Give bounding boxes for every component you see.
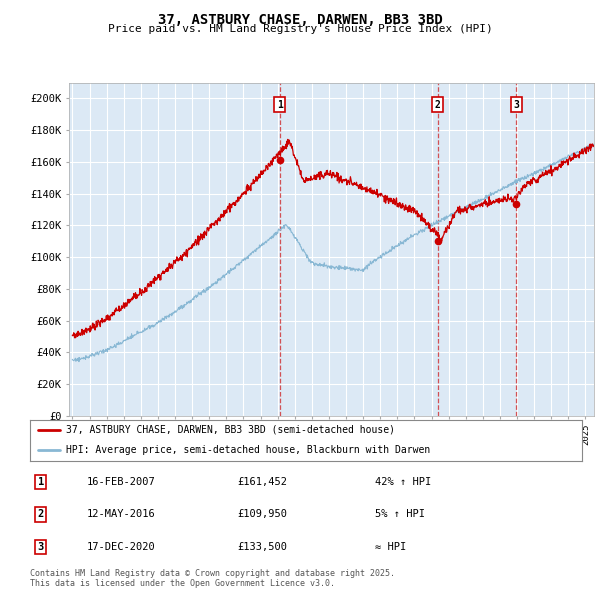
Text: 2: 2 bbox=[38, 510, 44, 519]
Text: 3: 3 bbox=[514, 100, 519, 110]
Text: 2: 2 bbox=[435, 100, 440, 110]
Text: 37, ASTBURY CHASE, DARWEN, BB3 3BD: 37, ASTBURY CHASE, DARWEN, BB3 3BD bbox=[158, 13, 442, 27]
Text: £161,452: £161,452 bbox=[237, 477, 287, 487]
Text: 17-DEC-2020: 17-DEC-2020 bbox=[87, 542, 156, 552]
Text: 42% ↑ HPI: 42% ↑ HPI bbox=[375, 477, 431, 487]
Text: Contains HM Land Registry data © Crown copyright and database right 2025.
This d: Contains HM Land Registry data © Crown c… bbox=[30, 569, 395, 588]
Text: 1: 1 bbox=[277, 100, 283, 110]
Text: 12-MAY-2016: 12-MAY-2016 bbox=[87, 510, 156, 519]
Text: £109,950: £109,950 bbox=[237, 510, 287, 519]
Text: 1: 1 bbox=[38, 477, 44, 487]
Text: ≈ HPI: ≈ HPI bbox=[375, 542, 406, 552]
Text: 5% ↑ HPI: 5% ↑ HPI bbox=[375, 510, 425, 519]
Text: 16-FEB-2007: 16-FEB-2007 bbox=[87, 477, 156, 487]
Text: £133,500: £133,500 bbox=[237, 542, 287, 552]
Text: Price paid vs. HM Land Registry's House Price Index (HPI): Price paid vs. HM Land Registry's House … bbox=[107, 24, 493, 34]
Text: 37, ASTBURY CHASE, DARWEN, BB3 3BD (semi-detached house): 37, ASTBURY CHASE, DARWEN, BB3 3BD (semi… bbox=[66, 425, 395, 435]
Text: HPI: Average price, semi-detached house, Blackburn with Darwen: HPI: Average price, semi-detached house,… bbox=[66, 445, 430, 455]
Text: 3: 3 bbox=[38, 542, 44, 552]
